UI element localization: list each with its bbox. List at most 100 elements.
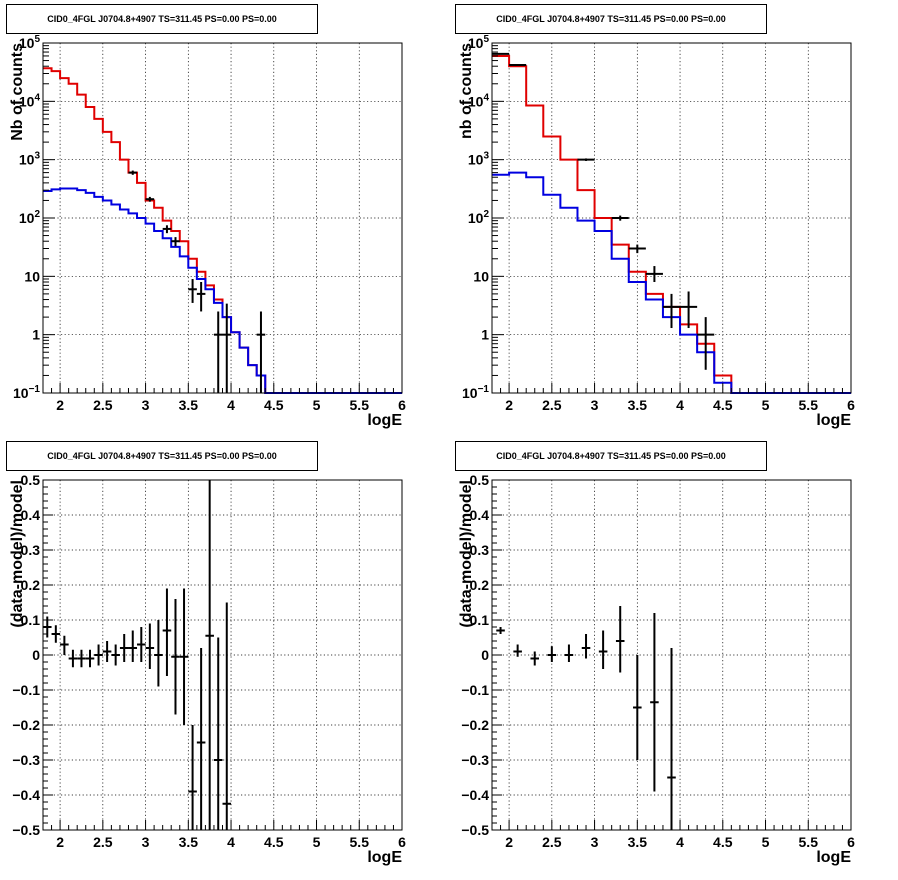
- x-tick-label: 5.5: [350, 834, 370, 850]
- data-point: [128, 170, 138, 175]
- y-tick-label: 102: [19, 209, 41, 226]
- y-tick-label: 0: [32, 647, 40, 663]
- x-tick-label: 3: [142, 397, 150, 413]
- x-tick-label: 2.5: [542, 397, 562, 413]
- y-axis-label: Nb of counts: [9, 43, 26, 141]
- data-point: [162, 588, 172, 676]
- x-tick-label: 6: [847, 397, 855, 413]
- x-tick-label: 4: [227, 834, 235, 850]
- series-0-step-line: [43, 67, 402, 394]
- data-point: [680, 291, 698, 329]
- y-tick-label: 0.3: [470, 542, 490, 558]
- x-tick-label: 3: [142, 834, 150, 850]
- y-tick-label: 1: [32, 327, 40, 343]
- y-tick-label: 0.4: [470, 507, 490, 523]
- x-tick-label: 4.5: [264, 834, 284, 850]
- x-tick-label: 5.5: [799, 834, 819, 850]
- chart-svg: 2 2.5 3 3.5 4 4.5 5 5.5 6 −0.5 −0.4 −0.3 −0.2 −0.1 0 0.…: [458, 472, 855, 866]
- data-point: [598, 630, 608, 669]
- data-point: [492, 52, 510, 55]
- y-tick-label: 0.1: [470, 612, 490, 628]
- data-point: [51, 625, 61, 643]
- y-tick-label: −0.4: [461, 787, 489, 803]
- y-axis-label: (data-model)/model: [458, 480, 475, 628]
- x-tick-label: 5.5: [799, 397, 819, 413]
- y-tick-label: 0.4: [21, 507, 41, 523]
- y-tick-label: −0.3: [461, 752, 489, 768]
- panel-bottom-left-residuals: 2 2.5 3 3.5 4 4.5 5 5.5 6 −0.5 −0.4 −0.3 −0.2 −0.1 0 0.…: [0, 437, 449, 875]
- y-tick-label: 10: [473, 268, 489, 284]
- data-point: [179, 588, 189, 725]
- grid-lines: [492, 43, 851, 393]
- x-tick-label: 3.5: [179, 834, 199, 850]
- x-tick-label: 2.5: [93, 834, 113, 850]
- x-axis-label: logE: [816, 849, 851, 866]
- x-tick-label: 6: [847, 834, 855, 850]
- series-1-step-line: [43, 187, 402, 394]
- data-point: [222, 303, 232, 393]
- y-tick-label: −0.4: [12, 787, 40, 803]
- x-tick-label: 3: [591, 397, 599, 413]
- axes: 2 2.5 3 3.5 4 4.5 5 5.5 610−1110102103104105logE…: [9, 34, 406, 429]
- chart-svg: 2 2.5 3 3.5 4 4.5 5 5.5 610−1110102103104105logE…: [9, 34, 406, 429]
- x-tick-label: 4: [676, 834, 684, 850]
- data-point: [94, 644, 103, 666]
- plot-frame: [42, 42, 403, 394]
- y-tick-label: −0.5: [461, 822, 489, 838]
- axes: 2 2.5 3 3.5 4 4.5 5 5.5 610−1110102103104105logE…: [458, 34, 855, 429]
- data-point: [111, 644, 120, 666]
- data-point: [68, 649, 78, 668]
- x-tick-label: 3.5: [628, 834, 648, 850]
- y-tick-label: −0.2: [12, 717, 40, 733]
- y-tick-label: 10−1: [462, 384, 489, 401]
- x-tick-label: 5: [313, 834, 321, 850]
- data-point: [530, 651, 540, 666]
- chart-title: CID0_4FGL J0704.8+4907 TS=311.45 PS=0.00…: [455, 4, 767, 34]
- data-point: [60, 635, 69, 655]
- y-tick-label: −0.5: [12, 822, 40, 838]
- x-tick-label: 6: [398, 397, 406, 413]
- data-point: [496, 627, 505, 634]
- x-tick-label: 2.5: [542, 834, 562, 850]
- data-point: [662, 293, 681, 329]
- y-tick-label: 10−1: [13, 384, 40, 401]
- y-tick-label: −0.1: [12, 682, 40, 698]
- x-tick-label: 5: [313, 397, 321, 413]
- x-axis-label: logE: [367, 849, 402, 866]
- y-axis-label: nb of counts: [458, 43, 475, 139]
- data-point: [213, 637, 223, 830]
- x-tick-label: 6: [398, 834, 406, 850]
- y-axis-label: (data-model)/model: [9, 480, 26, 628]
- data-point: [119, 634, 129, 662]
- x-tick-label: 4.5: [713, 397, 733, 413]
- data-point: [188, 279, 197, 303]
- y-tick-label: 0.3: [21, 542, 41, 558]
- series-0-step-line: [492, 54, 851, 394]
- data-layer: [43, 67, 402, 394]
- x-tick-label: 2: [56, 834, 64, 850]
- data-layer: [492, 52, 851, 394]
- data-point: [205, 480, 214, 830]
- x-tick-label: 4: [227, 397, 235, 413]
- x-tick-label: 2: [505, 834, 513, 850]
- data-point: [171, 599, 180, 715]
- y-tick-label: 0.2: [470, 577, 490, 593]
- data-point: [162, 225, 172, 234]
- grid-lines: [492, 480, 851, 830]
- x-tick-label: 5: [762, 397, 770, 413]
- data-point: [547, 646, 557, 662]
- data-point: [697, 317, 715, 370]
- data-point: [611, 215, 629, 221]
- panel-top-right-counts: 2 2.5 3 3.5 4 4.5 5 5.5 6 10−1 1 10 102 103 104 105 logE…: [449, 0, 898, 437]
- data-point: [102, 641, 112, 662]
- chart-svg: 2 2.5 3 3.5 4 4.5 5 5.5 610−1110102103104105logE…: [458, 34, 855, 429]
- data-point: [577, 158, 595, 161]
- x-tick-label: 2: [56, 397, 64, 413]
- x-tick-label: 2: [505, 397, 513, 413]
- data-point: [171, 237, 180, 247]
- grid-lines: [43, 480, 402, 830]
- x-axis-label: logE: [816, 412, 851, 429]
- y-tick-label: −0.3: [12, 752, 40, 768]
- x-tick-label: 3: [591, 834, 599, 850]
- chart-title: CID0_4FGL J0704.8+4907 TS=311.45 PS=0.00…: [455, 441, 767, 471]
